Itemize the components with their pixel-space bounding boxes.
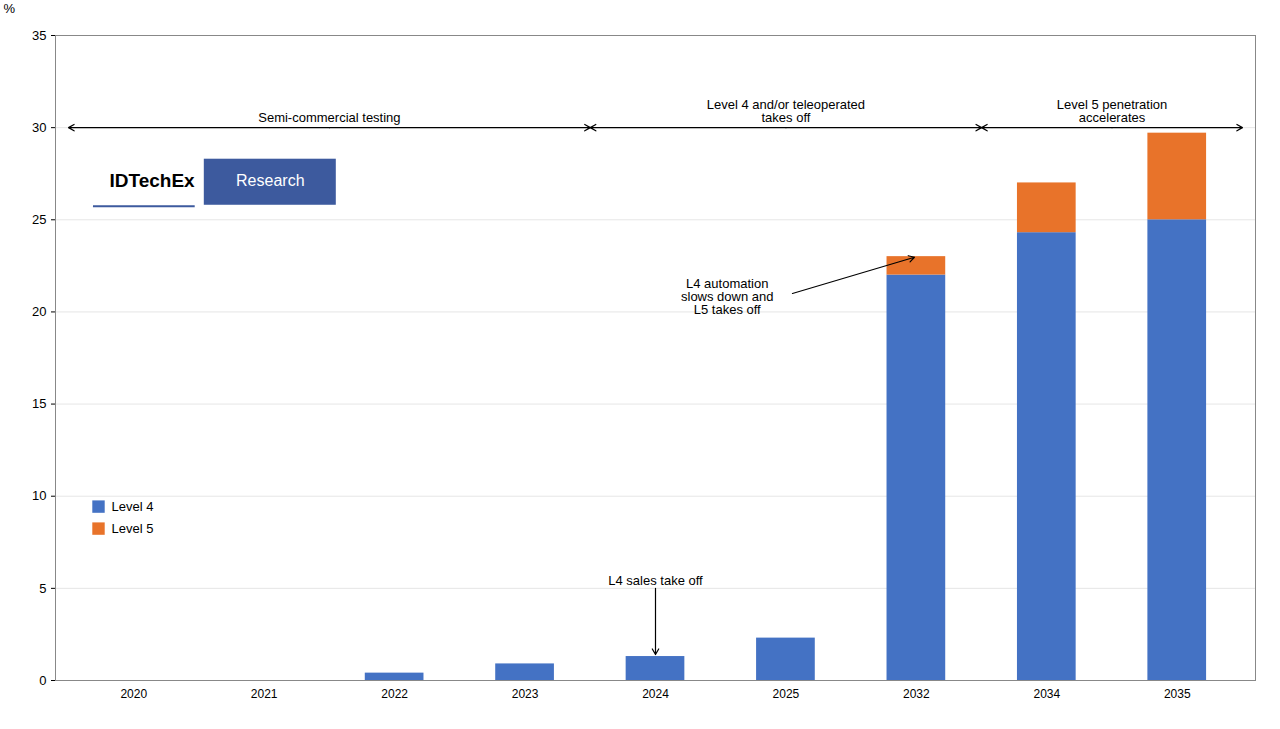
svg-text:%: % (4, 1, 16, 16)
svg-text:2025: 2025 (773, 687, 800, 701)
svg-text:2023: 2023 (512, 687, 539, 701)
svg-text:Level 5: Level 5 (112, 521, 154, 536)
svg-text:Level 5 penetrationaccelerates: Level 5 penetrationaccelerates (1057, 97, 1168, 125)
svg-text:IDTechEx: IDTechEx (110, 170, 196, 191)
svg-text:L4 automationslows down andL5: L4 automationslows down andL5 takes off (681, 276, 774, 317)
svg-text:0: 0 (39, 673, 46, 688)
svg-text:10: 10 (32, 488, 46, 503)
svg-text:2035: 2035 (1164, 687, 1191, 701)
svg-text:Semi-commercial testing: Semi-commercial testing (258, 110, 400, 125)
svg-text:5: 5 (39, 581, 46, 596)
svg-text:20: 20 (32, 304, 46, 319)
svg-text:2021: 2021 (251, 687, 278, 701)
svg-text:15: 15 (32, 396, 46, 411)
svg-text:Research: Research (236, 172, 304, 189)
svg-text:Level 4: Level 4 (112, 499, 154, 514)
svg-text:Level 4 and/or teleoperatedtak: Level 4 and/or teleoperatedtakes off (707, 97, 865, 125)
svg-text:35: 35 (32, 28, 46, 43)
svg-text:2020: 2020 (120, 687, 147, 701)
svg-text:25: 25 (32, 212, 46, 227)
svg-text:L4 sales take off: L4 sales take off (608, 573, 703, 588)
svg-text:2022: 2022 (381, 687, 408, 701)
svg-text:2024: 2024 (642, 687, 669, 701)
svg-text:30: 30 (32, 120, 46, 135)
svg-text:2034: 2034 (1033, 687, 1060, 701)
svg-text:2032: 2032 (903, 687, 930, 701)
